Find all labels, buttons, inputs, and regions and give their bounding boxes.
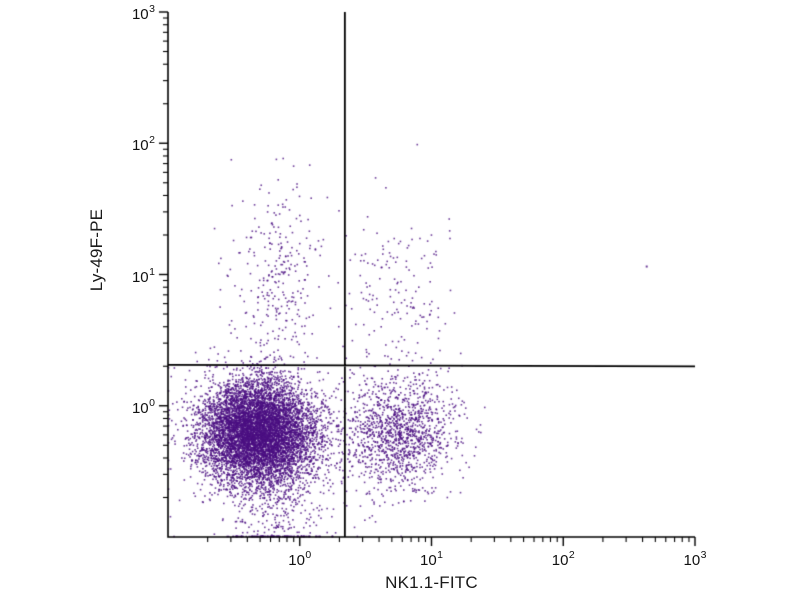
- scatter-canvas: [0, 0, 800, 600]
- flow-cytometry-dot-plot: NK1.1-FITC Ly-49F-PE 100 101 102 103 100 101 1…: [0, 0, 800, 600]
